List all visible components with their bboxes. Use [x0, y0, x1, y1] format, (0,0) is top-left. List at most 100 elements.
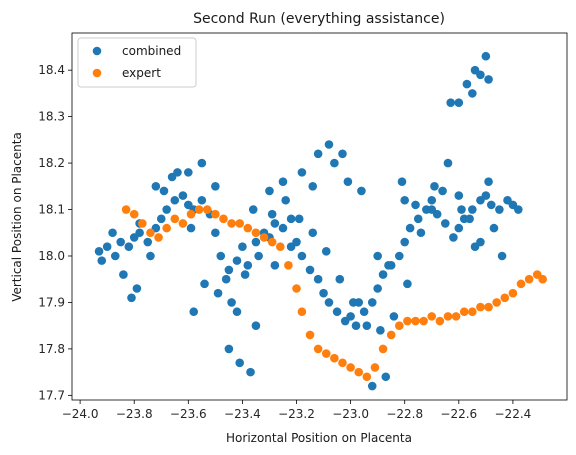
combined-point [352, 321, 361, 330]
expert-point [411, 317, 420, 326]
combined-point [463, 80, 472, 89]
chart-title: Second Run (everything assistance) [193, 11, 445, 27]
combined-point [338, 149, 347, 158]
expert-point [292, 284, 301, 293]
combined-point [446, 98, 455, 107]
expert-point [276, 242, 285, 251]
combined-point [135, 228, 144, 237]
expert-point [500, 294, 509, 303]
combined-point [244, 261, 253, 270]
expert-point [154, 233, 163, 242]
combined-point [233, 256, 242, 265]
expert-point [244, 224, 253, 233]
y-tick-label: 17.7 [38, 388, 65, 402]
x-tick-label: −22.4 [495, 407, 532, 421]
expert-point [322, 349, 331, 358]
expert-point [122, 205, 131, 214]
combined-point [308, 182, 317, 191]
combined-point [395, 252, 404, 261]
combined-point [376, 326, 385, 335]
combined-point [373, 252, 382, 261]
x-tick-label: −23.0 [332, 407, 369, 421]
y-axis-label: Vertical Position on Placenta [10, 132, 24, 302]
expert-point [371, 363, 380, 372]
combined-point [287, 215, 296, 224]
combined-point [252, 238, 261, 247]
combined-point [333, 307, 342, 316]
combined-point [430, 182, 439, 191]
combined-point [198, 159, 207, 168]
y-tick-label: 18.3 [38, 110, 65, 124]
combined-point [233, 307, 242, 316]
combined-point [438, 187, 447, 196]
combined-point [357, 187, 366, 196]
combined-point [265, 187, 274, 196]
combined-point [308, 228, 317, 237]
combined-point [95, 247, 104, 256]
combined-point [403, 280, 412, 289]
combined-point [495, 205, 504, 214]
combined-point [476, 71, 485, 80]
combined-point [384, 261, 393, 270]
combined-point [103, 242, 112, 251]
expert-point [179, 219, 188, 228]
x-tick-label: −22.8 [386, 407, 423, 421]
combined-point [116, 238, 125, 247]
combined-point [292, 238, 301, 247]
expert-point [235, 219, 244, 228]
combined-point [298, 168, 307, 177]
combined-point [354, 298, 363, 307]
combined-point [268, 210, 277, 219]
expert-point [363, 372, 372, 381]
combined-point [271, 261, 280, 270]
expert-point [476, 303, 485, 312]
combined-point [168, 173, 177, 182]
combined-point [373, 284, 382, 293]
expert-point [170, 215, 179, 224]
combined-point [325, 298, 334, 307]
combined-point [143, 238, 152, 247]
x-tick-label: −23.6 [170, 407, 207, 421]
combined-point [444, 159, 453, 168]
combined-point [368, 382, 377, 391]
y-tick-label: 18.4 [38, 63, 65, 77]
x-axis-label: Horizontal Position on Placenta [226, 431, 412, 445]
combined-point [119, 270, 128, 279]
combined-point [189, 307, 198, 316]
expert-point [146, 228, 155, 237]
expert-point [354, 368, 363, 377]
combined-point [455, 98, 464, 107]
combined-point [344, 177, 353, 186]
combined-point [152, 182, 161, 191]
combined-point [222, 275, 231, 284]
combined-point [400, 196, 409, 205]
combined-point [381, 372, 390, 381]
combined-point [468, 89, 477, 98]
combined-point [498, 252, 507, 261]
combined-point [465, 215, 474, 224]
expert-point [346, 363, 355, 372]
combined-point [484, 75, 493, 84]
y-tick-label: 17.9 [38, 295, 65, 309]
expert-point [444, 312, 453, 321]
expert-point [314, 345, 323, 354]
combined-point [360, 307, 369, 316]
combined-point [111, 252, 120, 261]
combined-point [398, 177, 407, 186]
expert-point [509, 289, 518, 298]
expert-point [130, 210, 139, 219]
combined-point [379, 270, 388, 279]
y-tick-label: 17.8 [38, 342, 65, 356]
combined-point [227, 298, 236, 307]
x-tick-label: −23.4 [224, 407, 261, 421]
combined-point [330, 159, 339, 168]
combined-point [214, 289, 223, 298]
expert-point [211, 210, 220, 219]
combined-point [249, 205, 258, 214]
combined-point [225, 266, 234, 275]
combined-point [482, 52, 491, 61]
combined-point [314, 275, 323, 284]
combined-point [281, 196, 290, 205]
legend-label-combined: combined [122, 44, 181, 58]
